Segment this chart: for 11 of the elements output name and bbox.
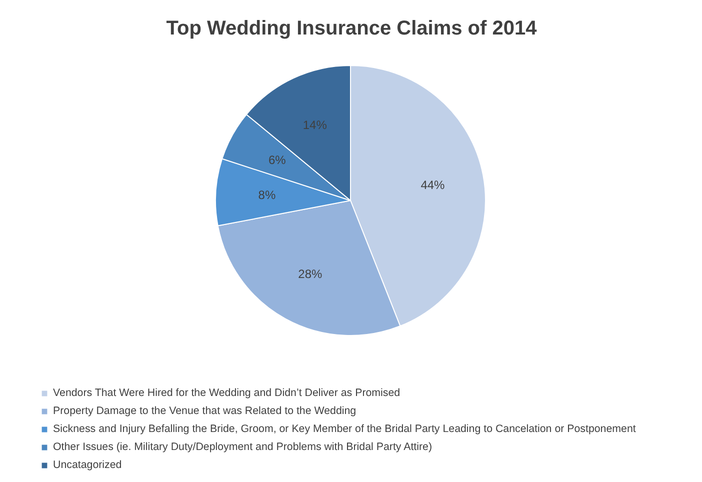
data-label: 28% <box>298 266 323 281</box>
chart-title: Top Wedding Insurance Claims of 2014 <box>166 18 538 40</box>
data-label: 44% <box>420 178 446 192</box>
data-label: 6% <box>268 153 286 168</box>
legend-label: Vendors That Were Hired for the Wedding and Didn’t Deliver as Promised <box>53 386 400 400</box>
data-label: 14% <box>302 118 328 132</box>
data-label: 8% <box>258 188 276 202</box>
legend-label: Other Issues (ie. Military Duty/Deployment and Problems with Bridal Party Attire) <box>53 440 432 454</box>
legend-label: Uncatagorized <box>53 458 122 472</box>
legend-label: Property Damage to the Venue that was Related to the Wedding <box>53 404 356 418</box>
legend-label: Sickness and Injury Befalling the Bride, Groom, or Key Member of the Bridal Party Leading to Cancelation or Postponement <box>53 422 636 436</box>
